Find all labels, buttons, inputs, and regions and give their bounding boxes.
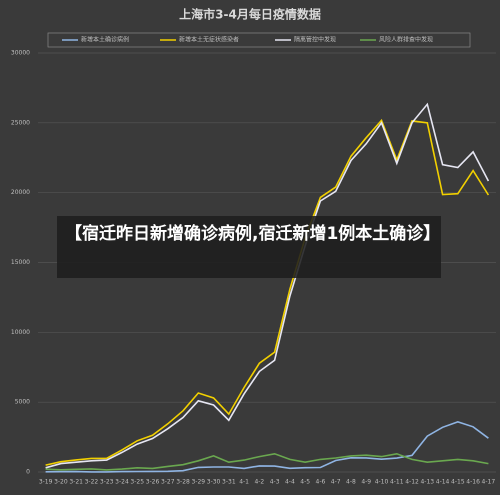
- series-line: [45, 421, 489, 473]
- x-tick-label: 3-23: [100, 479, 114, 486]
- y-tick-label: 20000: [11, 189, 30, 196]
- legend-label: 新增本土无症状感染者: [179, 36, 239, 44]
- x-tick-label: 3-25: [130, 479, 144, 486]
- y-tick-label: 10000: [11, 329, 30, 336]
- x-tick-label: 4-4: [285, 479, 295, 486]
- x-tick-label: 3-20: [54, 479, 68, 486]
- x-tick-label: 4-7: [331, 479, 341, 486]
- x-tick-label: 4-6: [316, 479, 326, 486]
- series-line: [45, 452, 489, 471]
- x-tick-label: 4-5: [300, 479, 310, 486]
- legend-label: 隔离管控中发现: [294, 36, 336, 44]
- y-tick-label: 5000: [15, 399, 30, 406]
- x-tick-label: 3-22: [85, 479, 99, 486]
- y-tick-label: 25000: [11, 119, 30, 126]
- x-tick-label: 3-24: [115, 479, 129, 486]
- series-line: [45, 118, 490, 466]
- x-tick-label: 4-3: [270, 479, 280, 486]
- x-tick-label: 3-26: [146, 479, 160, 486]
- x-tick-label: 4-12: [405, 479, 419, 486]
- chart-title: 上海市3-4月每日疫情数据: [179, 7, 321, 22]
- x-tick-label: 4-9: [361, 479, 371, 486]
- x-tick-label: 3-28: [176, 479, 190, 486]
- x-tick-label: 4-15: [451, 479, 465, 486]
- x-tick-label: 3-19: [39, 479, 53, 486]
- legend-label: 风险人群排查中发现: [379, 36, 433, 44]
- x-tick-label: 3-21: [69, 479, 83, 486]
- x-tick-label: 4-13: [420, 479, 434, 486]
- series-line: [45, 102, 490, 469]
- x-tick-label: 4-2: [254, 479, 264, 486]
- x-tick-label: 4-17: [482, 479, 496, 486]
- y-tick-label: 30000: [11, 50, 30, 57]
- x-tick-label: 4-8: [346, 479, 356, 486]
- x-tick-label: 4-16: [466, 479, 480, 486]
- y-tick-label: 0: [26, 469, 30, 476]
- x-tick-label: 4-14: [436, 479, 450, 486]
- y-tick-label: 15000: [11, 259, 30, 266]
- x-tick-label: 3-29: [191, 479, 205, 486]
- x-tick-label: 3-27: [161, 479, 175, 486]
- caption: 【宿迁昨日新增确诊病例,宿迁新增1例本土确诊】: [57, 216, 441, 278]
- legend-label: 新增本土确诊病例: [81, 36, 129, 44]
- x-tick-label: 4-11: [390, 479, 404, 486]
- legend-box: [47, 32, 471, 48]
- x-tick-label: 3-31: [222, 479, 236, 486]
- x-tick-label: 4-10: [375, 479, 389, 486]
- x-tick-label: 4-1: [239, 479, 249, 486]
- x-tick-label: 3-30: [207, 479, 221, 486]
